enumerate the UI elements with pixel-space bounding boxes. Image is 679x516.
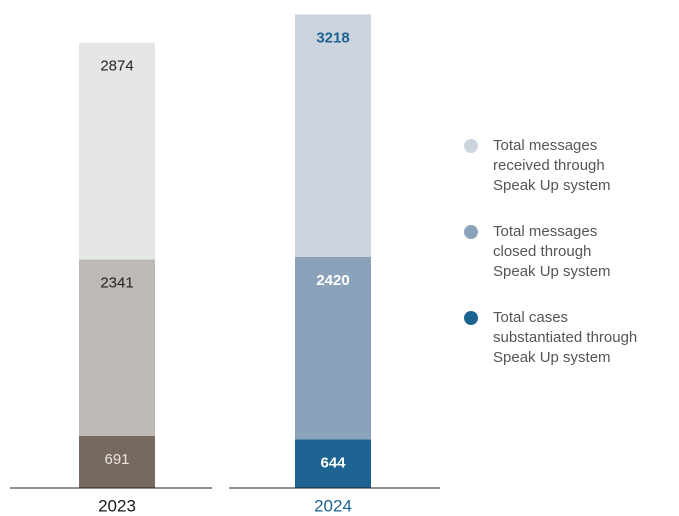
x-tick-label: 2024	[314, 496, 352, 515]
value-label: 3218	[316, 29, 349, 46]
value-label: 691	[104, 451, 129, 468]
bar-segment	[295, 14, 371, 257]
value-label: 2874	[100, 58, 133, 75]
x-tick-label: 2023	[98, 496, 136, 515]
legend-label: Total messages received through Speak Up…	[493, 137, 611, 194]
value-label: 2341	[100, 274, 133, 291]
bar-segment	[295, 439, 371, 488]
bar-segment	[295, 256, 371, 440]
legend-marker	[464, 225, 478, 239]
bar-segment	[79, 259, 155, 436]
legend-marker	[464, 311, 478, 325]
legend-label: Total cases substantiated through Speak …	[493, 309, 638, 366]
legend-label: Total messages closed through Speak Up s…	[493, 223, 611, 280]
value-label: 2420	[316, 272, 349, 289]
bar-segment	[79, 42, 155, 260]
bar-segment	[79, 435, 155, 488]
legend-marker	[464, 139, 478, 153]
value-label: 644	[320, 454, 346, 471]
